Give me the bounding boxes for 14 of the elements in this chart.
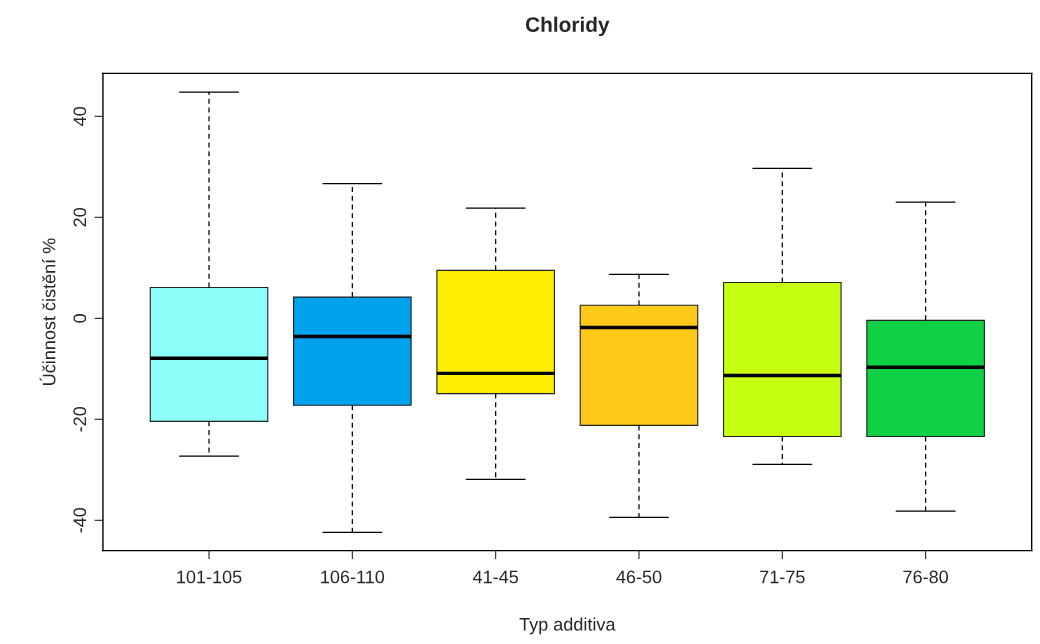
y-tick-label: 20 [73, 208, 87, 227]
x-tick-label: 71-75 [760, 570, 805, 584]
chart-title: Chloridy [525, 16, 610, 37]
x-tick-label: 41-45 [472, 570, 518, 584]
y-tick-label: 0 [73, 314, 87, 323]
x-tick-label: 101-105 [177, 570, 242, 584]
x-axis-title: Typ additiva [519, 617, 616, 635]
y-tick-label: 40 [73, 107, 87, 126]
x-tick-label: 106-110 [321, 570, 385, 584]
y-axis-title: Účinnost čistění % [39, 238, 56, 385]
x-tick-label: 76-80 [903, 570, 949, 584]
x-tick-label: 46-50 [616, 570, 662, 584]
y-tick-label: -40 [73, 507, 87, 533]
y-tick-label: -20 [73, 406, 87, 432]
